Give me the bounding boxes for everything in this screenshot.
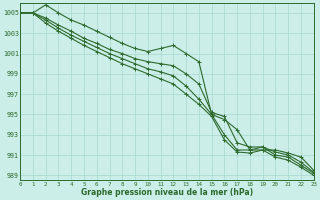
X-axis label: Graphe pression niveau de la mer (hPa): Graphe pression niveau de la mer (hPa)	[81, 188, 253, 197]
